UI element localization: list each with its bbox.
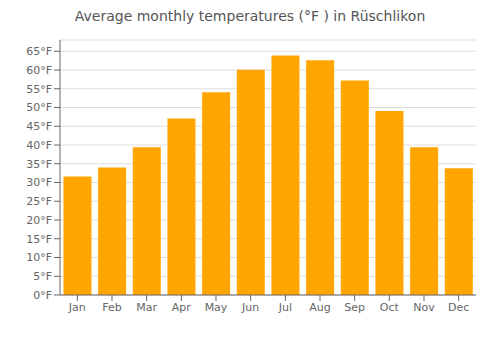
svg-text:Dec: Dec <box>448 301 469 314</box>
svg-text:May: May <box>205 301 228 314</box>
svg-text:Feb: Feb <box>102 301 121 314</box>
svg-text:Mar: Mar <box>136 301 157 314</box>
svg-text:Aug: Aug <box>309 301 330 314</box>
svg-text:Nov: Nov <box>413 301 435 314</box>
svg-text:Sep: Sep <box>344 301 365 314</box>
svg-text:10°F: 10°F <box>26 251 52 264</box>
svg-text:30°F: 30°F <box>26 176 52 189</box>
svg-text:45°F: 45°F <box>26 120 52 133</box>
svg-text:Apr: Apr <box>172 301 192 314</box>
svg-text:Jun: Jun <box>241 301 259 314</box>
svg-text:5°F: 5°F <box>33 270 52 283</box>
svg-text:0°F: 0°F <box>33 289 52 302</box>
svg-text:Oct: Oct <box>380 301 400 314</box>
svg-text:20°F: 20°F <box>26 214 52 227</box>
svg-text:60°F: 60°F <box>26 64 52 77</box>
html-text:Average monthly temperatures (: Average monthly temperatures (°F ) in Rü… <box>74 8 426 24</box>
svg-text:15°F: 15°F <box>26 233 52 246</box>
svg-text:55°F: 55°F <box>26 83 52 96</box>
svg-text:Jan: Jan <box>68 301 86 314</box>
svg-text:50°F: 50°F <box>26 101 52 114</box>
svg-text:35°F: 35°F <box>26 158 52 171</box>
svg-text:Jul: Jul <box>278 301 292 314</box>
svg-text:25°F: 25°F <box>26 195 52 208</box>
svg-text:40°F: 40°F <box>26 139 52 152</box>
svg-text:65°F: 65°F <box>26 45 52 58</box>
